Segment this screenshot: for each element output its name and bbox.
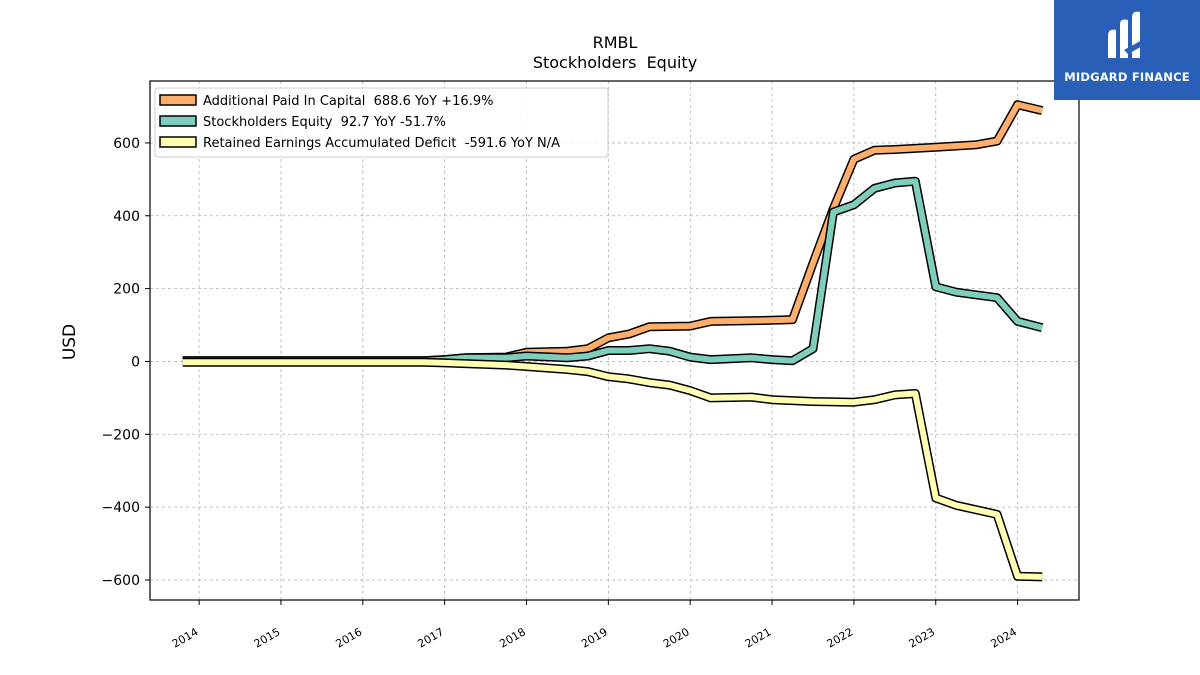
legend-entry: Additional Paid In Capital 688.6 YoY +16… bbox=[203, 94, 493, 109]
x-axis-ticks: 2014 2015 2016 2017 2018 2019 2020 2021 2022 2023… bbox=[170, 600, 1019, 651]
x-tick-label: 2024 bbox=[988, 625, 1019, 650]
legend-swatch bbox=[159, 94, 197, 106]
y-tick-label: 0 bbox=[131, 354, 140, 370]
brand-logo: MIDGARD FINANCE bbox=[1054, 0, 1200, 100]
brand-name: MIDGARD FINANCE bbox=[1064, 70, 1190, 84]
x-tick-label: 2018 bbox=[497, 625, 528, 650]
x-tick-label: 2015 bbox=[252, 625, 283, 650]
legend: Additional Paid In Capital 688.6 YoY +16… bbox=[154, 87, 609, 158]
legend-box bbox=[154, 87, 609, 158]
chart-subtitle: Stockholders Equity bbox=[533, 53, 697, 72]
legend-swatch bbox=[159, 136, 197, 148]
y-tick-label: 600 bbox=[113, 136, 140, 152]
y-tick-label: −600 bbox=[102, 573, 140, 589]
series-3-line bbox=[182, 357, 1043, 582]
x-tick-label: 2023 bbox=[907, 625, 938, 650]
y-axis-label: USD bbox=[60, 324, 80, 360]
midgard-m-logo-icon bbox=[1108, 11, 1146, 59]
legend-entry: Stockholders Equity 92.7 YoY -51.7% bbox=[203, 115, 446, 130]
chart-title: RMBL bbox=[593, 33, 638, 52]
x-tick-label: 2017 bbox=[415, 625, 446, 650]
y-tick-label: 200 bbox=[113, 282, 140, 298]
y-tick-label: −200 bbox=[102, 427, 140, 443]
y-tick-label: 400 bbox=[113, 209, 140, 225]
y-axis-ticks: −600 −400 −200 0 200 400 600 bbox=[102, 136, 150, 589]
x-tick-label: 2019 bbox=[579, 625, 610, 650]
y-tick-label: −400 bbox=[102, 500, 140, 516]
legend-entry: Retained Earnings Accumulated Deficit -5… bbox=[203, 136, 560, 151]
legend-swatch bbox=[159, 115, 197, 127]
x-tick-label: 2016 bbox=[334, 625, 365, 650]
series-layer bbox=[182, 100, 1044, 582]
x-tick-label: 2021 bbox=[743, 625, 774, 650]
x-tick-label: 2014 bbox=[170, 625, 201, 650]
x-tick-label: 2022 bbox=[825, 625, 856, 650]
plot-frame bbox=[149, 80, 1080, 601]
x-tick-label: 2020 bbox=[661, 625, 692, 650]
